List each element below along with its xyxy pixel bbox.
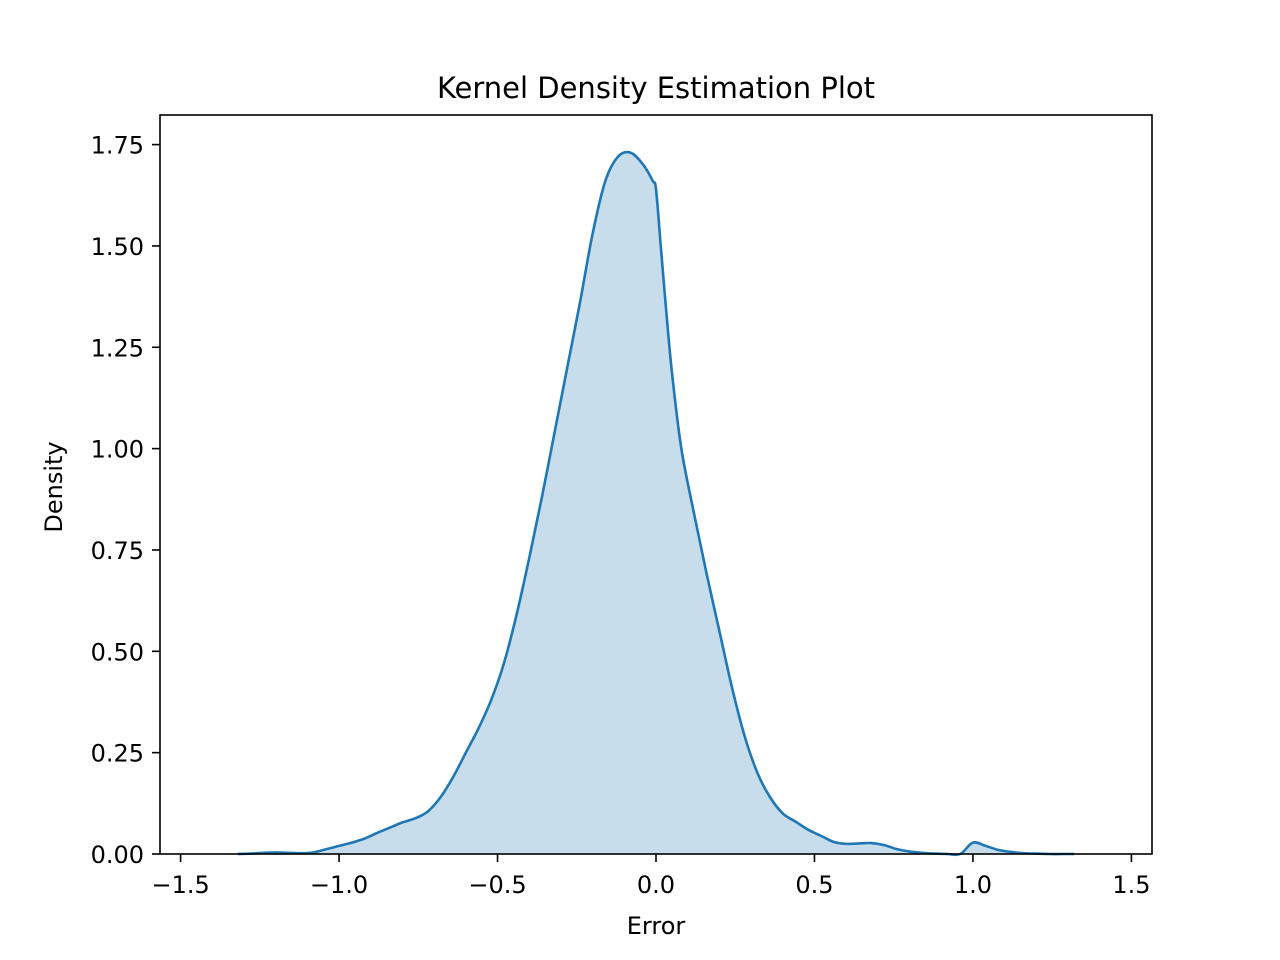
chart-title: Kernel Density Estimation Plot bbox=[437, 71, 875, 105]
y-tick-label: 0.00 bbox=[91, 841, 144, 869]
x-axis: −1.5 −1.0 −0.5 0.0 0.5 1.0 1.5 bbox=[151, 854, 1150, 899]
x-tick-label: −0.5 bbox=[468, 871, 526, 899]
y-tick-label: 1.25 bbox=[91, 334, 144, 362]
y-tick-label: 0.50 bbox=[91, 638, 144, 666]
y-axis-label: Density bbox=[40, 441, 68, 532]
y-tick-label: 0.75 bbox=[91, 537, 144, 565]
x-tick-label: −1.5 bbox=[151, 871, 209, 899]
y-axis: 0.00 0.25 0.50 0.75 1.00 1.25 1.50 1.75 bbox=[91, 132, 160, 869]
y-tick-label: 0.25 bbox=[91, 740, 144, 768]
y-tick-label: 1.00 bbox=[91, 436, 144, 464]
x-axis-label: Error bbox=[627, 912, 686, 940]
axes-frame bbox=[159, 114, 1153, 855]
plot-area bbox=[237, 150, 1075, 857]
x-tick-label: 0.0 bbox=[637, 871, 675, 899]
density-area-fill bbox=[237, 152, 1075, 855]
x-tick-label: 0.5 bbox=[795, 871, 833, 899]
x-tick-label: 1.5 bbox=[1112, 871, 1150, 899]
y-tick-label: 1.50 bbox=[91, 233, 144, 261]
density-curve-line bbox=[237, 150, 1075, 857]
x-tick-label: 1.0 bbox=[954, 871, 992, 899]
x-tick-label: −1.0 bbox=[310, 871, 368, 899]
y-tick-label: 1.75 bbox=[91, 132, 144, 160]
